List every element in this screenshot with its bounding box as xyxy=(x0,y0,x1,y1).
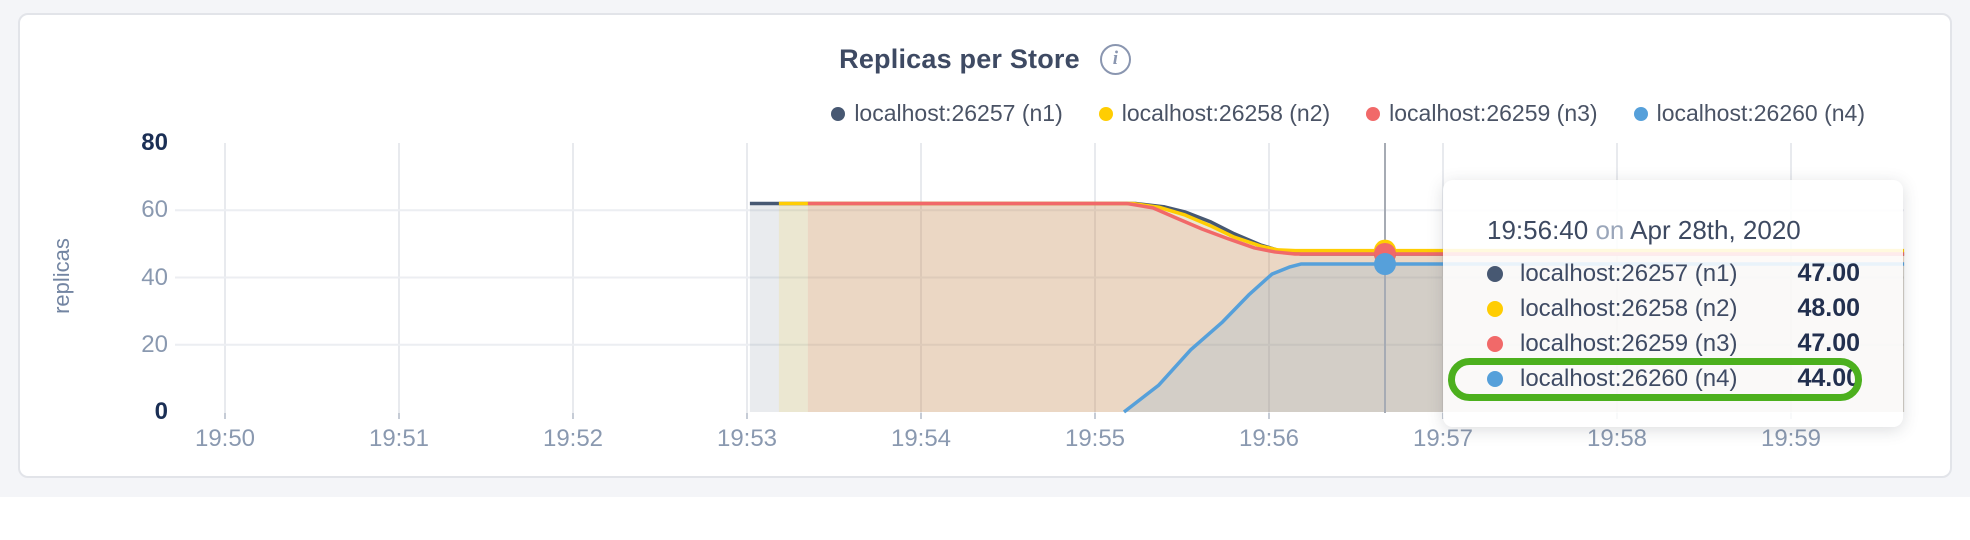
x-axis-tick: 19:57 xyxy=(1412,425,1474,452)
legend-label: localhost:26260 (n4) xyxy=(1656,100,1865,126)
series-dot-n1-icon xyxy=(1487,265,1503,282)
tooltip-series-label: localhost:26260 (n4) xyxy=(1520,364,1738,392)
legend-item-n1: localhost:26257 (n1) xyxy=(831,100,1063,127)
tooltip-series-value: 48.00 xyxy=(1797,294,1860,322)
tooltip-series-label: localhost:26258 (n2) xyxy=(1520,294,1738,322)
highlight-annotation xyxy=(1448,358,1862,401)
chart-header: Replicas per Store i xyxy=(0,44,1970,75)
tooltip-series-label: localhost:26259 (n3) xyxy=(1520,329,1738,357)
info-icon[interactable]: i xyxy=(1099,44,1131,75)
x-axis-tick: 19:56 xyxy=(1238,425,1300,452)
legend-item-n2: localhost:26258 (n2) xyxy=(1098,100,1331,127)
x-axis-tick: 19:54 xyxy=(890,425,952,452)
legend-item-n4: localhost:26260 (n4) xyxy=(1633,100,1865,127)
y-axis-tick: 40 xyxy=(141,263,168,291)
tooltip-on: on xyxy=(1595,215,1625,245)
x-axis-tick: 19:55 xyxy=(1064,425,1126,452)
tooltip-time: 19:56:40 xyxy=(1487,215,1589,245)
tooltip-row-n2: localhost:26258 (n2) 48.00 xyxy=(1487,291,1860,326)
series-dot-n2-icon xyxy=(1098,106,1113,121)
tooltip-row-n3: localhost:26259 (n3) 47.00 xyxy=(1487,326,1860,361)
series-dot-n2-icon xyxy=(1487,300,1503,317)
x-axis-tick: 19:51 xyxy=(368,425,430,452)
x-axis-tick: 19:52 xyxy=(542,425,604,452)
tooltip-series-value: 47.00 xyxy=(1797,259,1860,287)
hover-tooltip: 19:56:40 on Apr 28th, 2020 localhost:262… xyxy=(1443,180,1903,427)
y-axis-tick: 80 xyxy=(141,129,168,156)
legend-item-n3: localhost:26259 (n3) xyxy=(1366,100,1598,127)
chart-legend: localhost:26257 (n1) localhost:26258 (n2… xyxy=(831,100,1865,127)
x-axis-tick: 19:58 xyxy=(1586,425,1648,452)
x-axis-tick: 19:50 xyxy=(194,425,256,452)
x-axis-tick: 19:53 xyxy=(716,425,778,452)
legend-label: localhost:26259 (n3) xyxy=(1389,100,1598,126)
x-axis-tick: 19:59 xyxy=(1760,425,1822,452)
y-axis-tick: 0 xyxy=(154,398,168,425)
y-axis-tick: 20 xyxy=(141,330,168,358)
series-dot-n4-icon xyxy=(1487,370,1503,387)
legend-label: localhost:26258 (n2) xyxy=(1121,100,1331,126)
series-dot-n4-icon xyxy=(1633,106,1648,121)
tooltip-date: Apr 28th, 2020 xyxy=(1630,215,1801,245)
tooltip-series-label: localhost:26257 (n1) xyxy=(1520,259,1738,287)
tooltip-row-n4: localhost:26260 (n4) 44.00 xyxy=(1487,361,1860,396)
tooltip-series-value: 47.00 xyxy=(1797,329,1860,357)
tooltip-timestamp: 19:56:40 on Apr 28th, 2020 xyxy=(1487,210,1860,250)
y-axis-title: replicas xyxy=(49,238,74,314)
legend-label: localhost:26257 (n1) xyxy=(854,100,1063,126)
series-dot-n1-icon xyxy=(831,106,846,121)
y-axis-tick: 60 xyxy=(141,196,168,224)
tooltip-row-n1: localhost:26257 (n1) 47.00 xyxy=(1487,256,1860,291)
page-title: Replicas per Store xyxy=(839,44,1080,74)
series-dot-n3-icon xyxy=(1366,106,1381,121)
series-dot-n3-icon xyxy=(1487,335,1503,352)
